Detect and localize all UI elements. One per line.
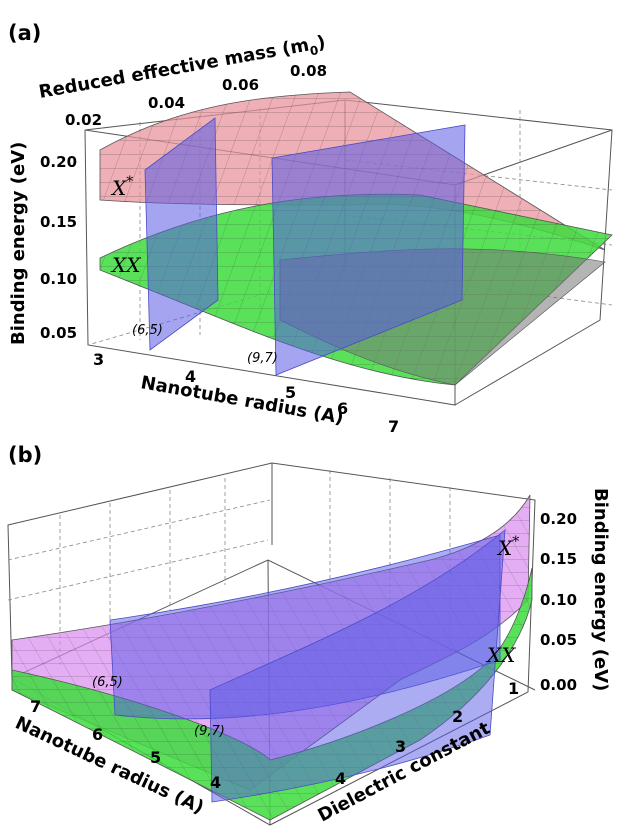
z-tick: 0.05: [540, 631, 577, 649]
z-tick: 0.00: [540, 676, 577, 694]
z-axis-label-a: Binding energy (eV): [8, 142, 29, 345]
plane-label-9-7-a: (9,7): [247, 351, 278, 366]
x-tick: 4: [185, 367, 196, 386]
z-tick: 0.20: [540, 510, 577, 528]
plane-6-5-a: [144, 117, 219, 351]
panel-b-label: (b): [8, 443, 42, 467]
plane-9-7-b: [209, 529, 506, 803]
z-ticks-b: 0.00 0.05 0.10 0.15 0.20: [540, 510, 577, 694]
label-x-star-b: X*: [496, 534, 519, 560]
label-x-star-a: X*: [110, 174, 133, 200]
z-tick: 0.15: [40, 213, 77, 231]
x-ticks-b: 7 6 5 4: [30, 697, 221, 792]
z-tick: 0.05: [40, 324, 77, 342]
top-tick: 0.04: [148, 94, 185, 112]
top-tick: 0.08: [290, 62, 327, 80]
top-tick: 0.02: [65, 111, 102, 129]
panel-a-label: (a): [8, 21, 41, 45]
z-ticks-a: 0.20 0.15 0.10 0.05: [40, 153, 77, 342]
plane-label-6-5-b: (6,5): [92, 675, 123, 690]
z-tick: 0.10: [40, 270, 77, 288]
z-axis-label-b: Binding energy (eV): [590, 488, 611, 691]
z-tick: 0.10: [540, 591, 577, 609]
plane-label-6-5-a: (6,5): [132, 323, 163, 338]
plane-9-7-a: [271, 124, 466, 376]
x-tick: 7: [388, 417, 399, 436]
panel-b-gridlines: [7, 470, 451, 665]
label-xx-b: XX: [485, 643, 516, 667]
x-tick: 7: [30, 697, 41, 716]
x-axis-label-a: Nanotube radius (A): [139, 372, 345, 428]
y-tick: 2: [452, 707, 463, 726]
x-ticks-a: 3 4 5 6 7: [93, 350, 399, 436]
panel-a: (a) X* XX (6,5) (9,7): [8, 21, 613, 436]
y-ticks-b: 4 3 2 1: [335, 679, 519, 788]
x-tick: 5: [150, 748, 161, 767]
x-tick: 6: [337, 399, 348, 418]
x-tick: 5: [285, 383, 296, 402]
x-tick: 4: [210, 773, 221, 792]
y-tick: 1: [508, 679, 519, 698]
plane-label-9-7-b: (9,7): [194, 724, 225, 739]
top-ticks-a: 0.02 0.04 0.06 0.08: [65, 62, 327, 129]
panel-b: (b) X* XX (6,5) (9,7) Binding energy (eV…: [7, 443, 611, 826]
y-tick: 3: [395, 737, 406, 756]
top-tick: 0.06: [222, 76, 259, 94]
x-tick: 6: [92, 725, 103, 744]
z-tick: 0.20: [40, 153, 77, 171]
z-tick: 0.15: [540, 550, 577, 568]
x-tick: 3: [93, 350, 104, 369]
label-xx-a: XX: [110, 253, 141, 277]
y-tick: 4: [335, 769, 346, 788]
